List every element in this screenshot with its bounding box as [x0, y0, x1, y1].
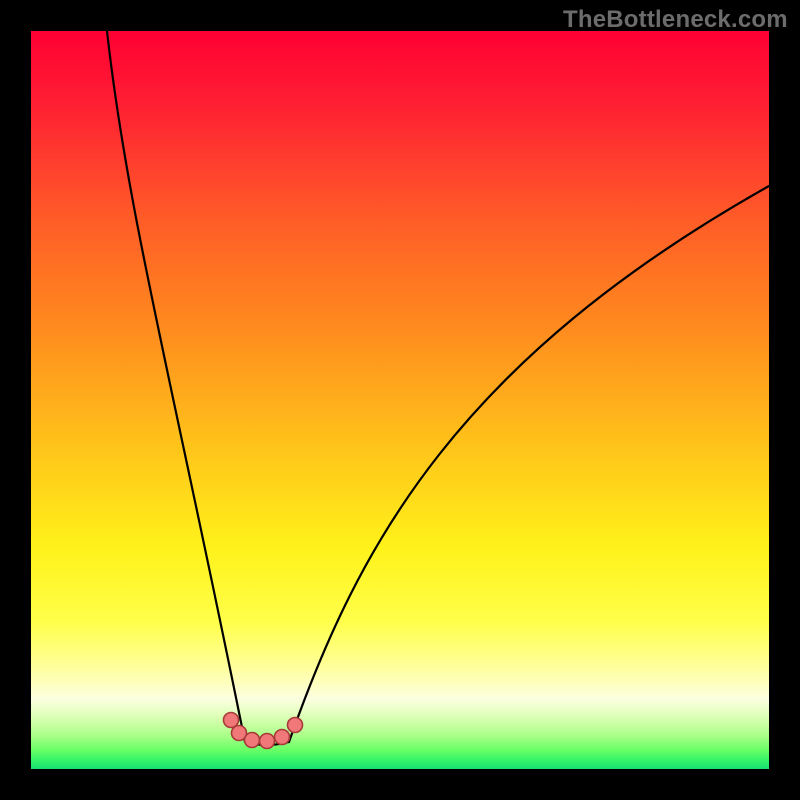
stage: TheBottleneck.com [0, 0, 800, 800]
gradient-background [31, 31, 769, 769]
bottleneck-chart [0, 0, 800, 800]
valley-bead [245, 733, 260, 748]
valley-bead [275, 730, 290, 745]
valley-bead [260, 734, 275, 749]
valley-bead [288, 718, 303, 733]
